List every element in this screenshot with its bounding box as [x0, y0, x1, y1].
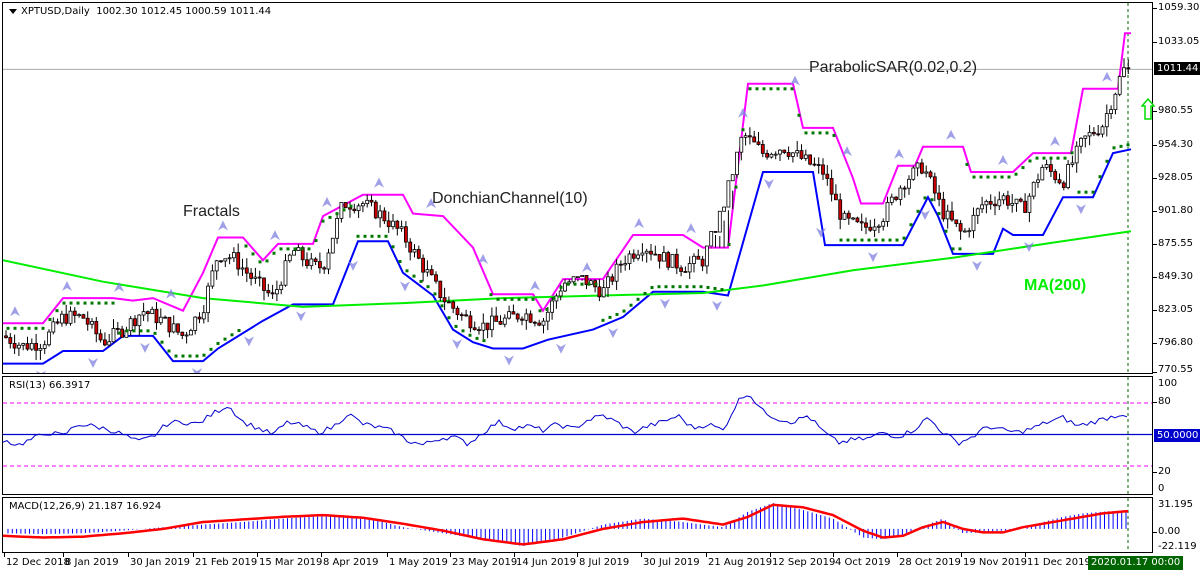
price-label: 1033.05: [1158, 36, 1200, 47]
rsi-label: 80: [1158, 396, 1171, 407]
time-label: 4 Oct 2019: [835, 557, 891, 568]
time-label: 12 Sep 2019: [772, 557, 836, 568]
price-label: 875.55: [1158, 238, 1193, 249]
donchian-annotation: DonchianChannel(10): [432, 190, 588, 207]
price-label: 823.05: [1158, 304, 1193, 315]
time-tick: [577, 553, 578, 557]
time-tick: [961, 553, 962, 557]
current-price-tag: 1011.44: [1154, 62, 1200, 75]
price-label: 1059.30: [1158, 2, 1200, 13]
time-label: 8 Jan 2019: [65, 557, 119, 568]
time-tick: [63, 553, 64, 557]
time-label: 14 Jun 2019: [516, 557, 577, 568]
time-label: 19 Nov 2019: [963, 557, 1028, 568]
rsi-label: 0: [1158, 483, 1165, 494]
time-tick: [193, 553, 194, 557]
buy-arrow-icon: [1141, 98, 1155, 120]
price-label: 770.55: [1158, 364, 1193, 375]
time-tick: [4, 553, 5, 557]
time-tick: [833, 553, 834, 557]
time-label: 11 Dec 2019: [1027, 557, 1091, 568]
macd-pane[interactable]: MACD(12,26,9) 21.187 16.924: [2, 497, 1153, 553]
time-label: 8 Jul 2019: [579, 557, 630, 568]
time-label: 23 May 2019: [452, 557, 518, 568]
time-tick: [641, 553, 642, 557]
time-label: 12 Dec 2018: [6, 557, 70, 568]
ma-annotation: MA(200): [1024, 277, 1087, 294]
time-label: 21 Feb 2019: [195, 557, 258, 568]
price-label: 928.05: [1158, 172, 1193, 183]
rsi-pane[interactable]: RSI(13) 66.3917: [2, 376, 1153, 495]
time-label: 15 Mar 2019: [259, 557, 323, 568]
time-tick: [450, 553, 451, 557]
macd-canvas: [3, 498, 1129, 552]
price-chart-pane[interactable]: XPTUSD,Daily 1002.30 1012.45 1000.59 101…: [2, 2, 1153, 374]
rsi-canvas: [3, 377, 1152, 494]
macd-title: MACD(12,26,9) 21.187 16.924: [9, 501, 162, 512]
current-time-tag: 2020.01.17 00:00: [1088, 556, 1184, 570]
fractals-annotation: Fractals: [183, 203, 240, 220]
macd-label: 0.00: [1158, 526, 1181, 537]
price-label: 849.30: [1158, 271, 1193, 282]
macd-label: 31.195: [1158, 499, 1193, 510]
collapse-triangle-icon[interactable]: [9, 8, 17, 14]
chart-title: XPTUSD,Daily 1002.30 1012.45 1000.59 101…: [9, 6, 271, 17]
time-tick: [706, 553, 707, 557]
ohlc-values: 1002.30 1012.45 1000.59 1011.44: [96, 6, 272, 17]
price-label: 954.30: [1158, 139, 1193, 150]
time-label: 28 Oct 2019: [899, 557, 961, 568]
price-label: 980.55: [1158, 105, 1193, 116]
time-tick: [387, 553, 388, 557]
time-label: 30 Jan 2019: [130, 557, 190, 568]
price-label: 901.80: [1158, 205, 1193, 216]
time-label: 8 Apr 2019: [323, 557, 379, 568]
time-tick: [514, 553, 515, 557]
sar-annotation: ParabolicSAR(0.02,0.2): [809, 59, 978, 76]
rsi-label: 100: [1158, 378, 1178, 389]
time-label: 21 Aug 2019: [708, 557, 773, 568]
symbol-label: XPTUSD,Daily: [21, 6, 90, 17]
time-tick: [897, 553, 898, 557]
time-tick: [1025, 553, 1026, 557]
price-label: 796.80: [1158, 337, 1193, 348]
rsi-label: 20: [1158, 466, 1171, 477]
price-chart-canvas: [3, 3, 1152, 373]
macd-label: -22.119: [1158, 541, 1197, 552]
time-tick: [770, 553, 771, 557]
time-tick: [257, 553, 258, 557]
time-label: 30 Jul 2019: [643, 557, 700, 568]
time-tick: [128, 553, 129, 557]
time-tick: [321, 553, 322, 557]
time-label: 1 May 2019: [389, 557, 448, 568]
rsi-title: RSI(13) 66.3917: [9, 380, 91, 391]
rsi-level-tag: 50.0000: [1154, 429, 1200, 442]
